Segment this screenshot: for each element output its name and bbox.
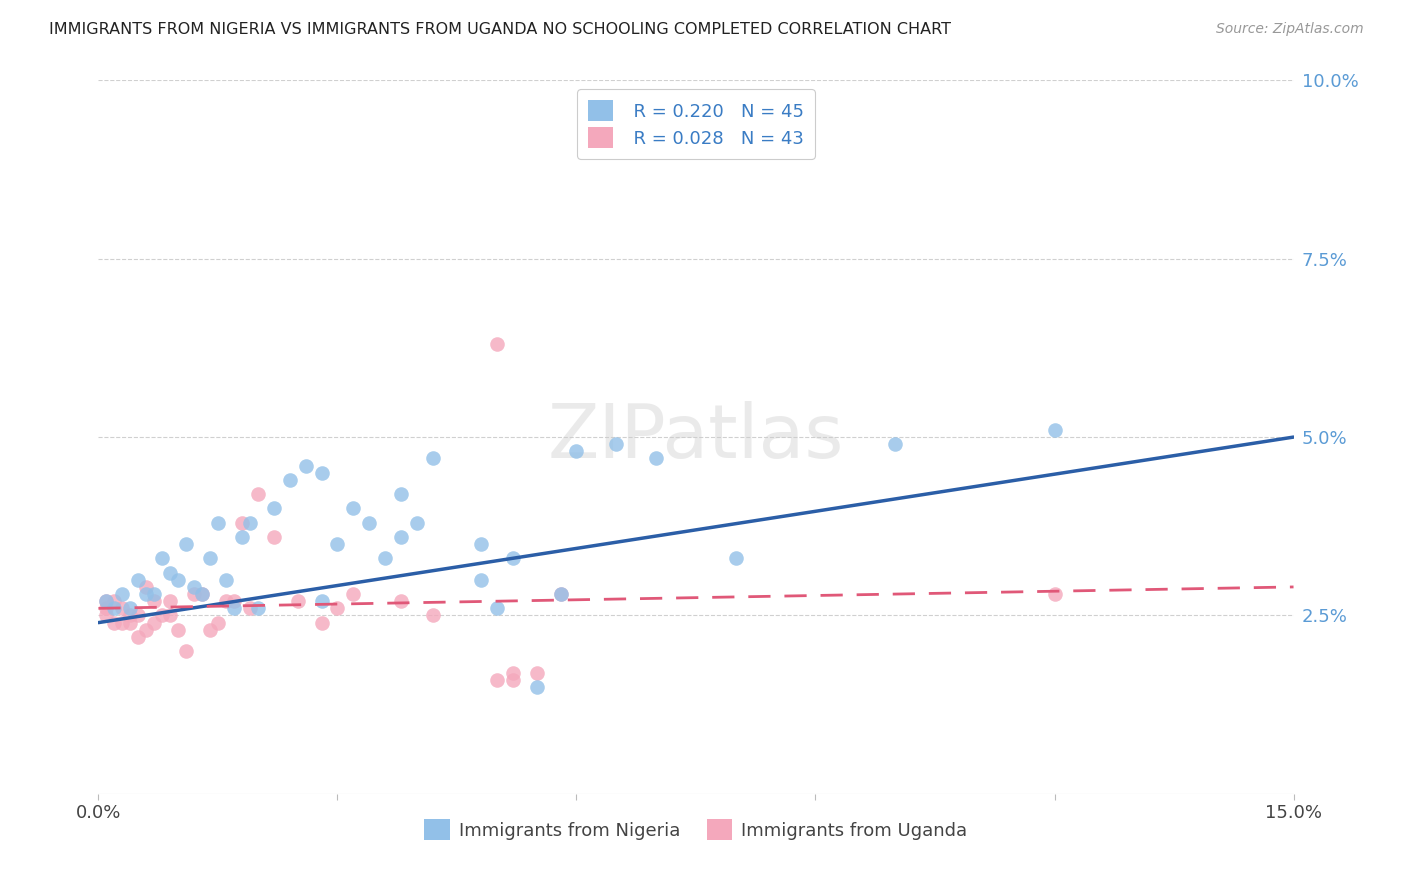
Point <box>215 573 238 587</box>
Point <box>374 551 396 566</box>
Point <box>215 594 238 608</box>
Point <box>143 587 166 601</box>
Point <box>159 594 181 608</box>
Point <box>127 608 149 623</box>
Point <box>294 458 316 473</box>
Point <box>526 680 548 694</box>
Point <box>239 516 262 530</box>
Point <box>135 580 157 594</box>
Point <box>724 551 747 566</box>
Point <box>485 337 508 351</box>
Point <box>111 587 134 601</box>
Point <box>550 587 572 601</box>
Point <box>103 594 125 608</box>
Point <box>96 594 118 608</box>
Point <box>326 601 349 615</box>
Point <box>565 444 588 458</box>
Point <box>207 516 229 530</box>
Point <box>550 587 572 601</box>
Point <box>159 566 181 580</box>
Point <box>127 573 149 587</box>
Point <box>342 587 364 601</box>
Point <box>287 594 309 608</box>
Point <box>143 615 166 630</box>
Point <box>239 601 262 615</box>
Point <box>485 673 508 687</box>
Point <box>150 551 173 566</box>
Point <box>174 537 197 551</box>
Point <box>96 608 118 623</box>
Point <box>111 601 134 615</box>
Point <box>311 466 333 480</box>
Point <box>502 665 524 680</box>
Point <box>135 587 157 601</box>
Point <box>120 615 142 630</box>
Point <box>470 537 492 551</box>
Point <box>207 615 229 630</box>
Point <box>191 587 214 601</box>
Point <box>167 623 190 637</box>
Point <box>183 587 205 601</box>
Point <box>159 608 181 623</box>
Point <box>222 601 245 615</box>
Point <box>143 594 166 608</box>
Point <box>120 601 142 615</box>
Point <box>502 673 524 687</box>
Point <box>406 516 429 530</box>
Point <box>389 530 412 544</box>
Point <box>422 451 444 466</box>
Point <box>103 601 125 615</box>
Point <box>198 551 221 566</box>
Point <box>526 665 548 680</box>
Point <box>183 580 205 594</box>
Point <box>485 601 508 615</box>
Point <box>502 551 524 566</box>
Point <box>120 608 142 623</box>
Point <box>1043 423 1066 437</box>
Point <box>605 437 627 451</box>
Point <box>884 437 907 451</box>
Point <box>246 487 269 501</box>
Point <box>246 601 269 615</box>
Point <box>263 501 285 516</box>
Point <box>198 623 221 637</box>
Point <box>1043 587 1066 601</box>
Point <box>311 615 333 630</box>
Point <box>167 573 190 587</box>
Point <box>135 623 157 637</box>
Point <box>191 587 214 601</box>
Point <box>311 594 333 608</box>
Point <box>103 615 125 630</box>
Point <box>111 615 134 630</box>
Legend: Immigrants from Nigeria, Immigrants from Uganda: Immigrants from Nigeria, Immigrants from… <box>415 810 977 849</box>
Text: ZIPatlas: ZIPatlas <box>548 401 844 474</box>
Point <box>326 537 349 551</box>
Point <box>231 516 253 530</box>
Point <box>174 644 197 658</box>
Point <box>389 594 412 608</box>
Point <box>342 501 364 516</box>
Point <box>278 473 301 487</box>
Point <box>96 601 118 615</box>
Point <box>422 608 444 623</box>
Text: Source: ZipAtlas.com: Source: ZipAtlas.com <box>1216 22 1364 37</box>
Text: IMMIGRANTS FROM NIGERIA VS IMMIGRANTS FROM UGANDA NO SCHOOLING COMPLETED CORRELA: IMMIGRANTS FROM NIGERIA VS IMMIGRANTS FR… <box>49 22 952 37</box>
Point <box>231 530 253 544</box>
Point <box>389 487 412 501</box>
Point <box>359 516 381 530</box>
Point <box>645 451 668 466</box>
Point <box>150 608 173 623</box>
Point <box>222 594 245 608</box>
Point <box>96 594 118 608</box>
Point <box>470 573 492 587</box>
Point <box>127 630 149 644</box>
Point <box>263 530 285 544</box>
